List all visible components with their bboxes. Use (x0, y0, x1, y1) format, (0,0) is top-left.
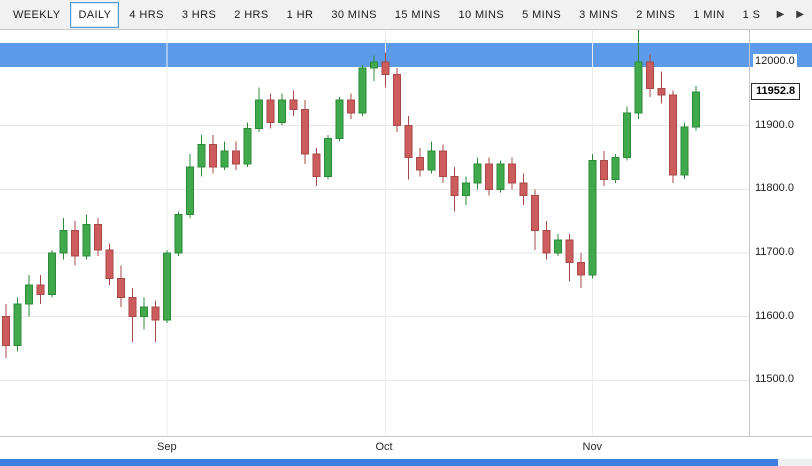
timeframe-button-10-mins[interactable]: 10 MINS (451, 2, 513, 28)
price-axis-label: 11900.0 (753, 117, 796, 133)
price-axis-label: 11700.0 (753, 244, 796, 260)
timeframe-button-15-mins[interactable]: 15 MINS (387, 2, 449, 28)
candlestick-plot[interactable] (0, 30, 749, 436)
timeframe-button-2-hrs[interactable]: 2 HRS (226, 2, 276, 28)
timeframe-button-3-hrs[interactable]: 3 HRS (174, 2, 224, 28)
toolbar-scroll-right-icon[interactable]: ▶ (776, 8, 785, 20)
price-axis-label: 11800.0 (753, 181, 796, 197)
price-axis-label: 11500.0 (753, 372, 796, 388)
time-axis[interactable]: Sep Oct Nov (0, 437, 812, 459)
scrollbar-thumb[interactable] (0, 459, 778, 466)
chart-area[interactable]: 11952.8 12000.0 11900.0 11800.0 11700.0 1160… (0, 30, 812, 437)
timeframe-button-4-hrs[interactable]: 4 HRS (121, 2, 171, 28)
timeframe-toolbar: WEEKLY DAILY 4 HRS 3 HRS 2 HRS 1 HR 30 MINS 15 … (0, 0, 812, 30)
timeframe-button-weekly[interactable]: WEEKLY (5, 2, 68, 28)
time-axis-label-nov: Nov (582, 441, 603, 453)
timeframe-button-2-mins[interactable]: 2 MINS (628, 2, 683, 28)
time-axis-label-oct: Oct (375, 441, 393, 453)
price-axis-label: 12000.0 (753, 53, 797, 69)
time-axis-label-sep: Sep (157, 441, 177, 453)
timeframe-button-1-hr[interactable]: 1 HR (279, 2, 322, 28)
current-price-tag: 11952.8 (751, 82, 801, 100)
price-highlight-band (0, 42, 812, 67)
timeframe-button-30-mins[interactable]: 30 MINS (323, 2, 385, 28)
toolbar-scroll-right-end-icon[interactable]: ▶ (796, 8, 804, 20)
timeframe-button-daily[interactable]: DAILY (70, 1, 120, 28)
toolbar-scroll-arrows: ▶ ▶ (769, 0, 812, 29)
timeframe-button-5-mins[interactable]: 5 MINS (514, 2, 569, 28)
timeframe-button-1-min[interactable]: 1 MIN (685, 2, 732, 28)
price-axis-label: 11600.0 (753, 308, 796, 324)
timeframe-button-1-s[interactable]: 1 S (735, 2, 769, 28)
timeframe-button-group: WEEKLY DAILY 4 HRS 3 HRS 2 HRS 1 HR 30 MINS 15 … (0, 0, 769, 29)
price-axis[interactable]: 11952.8 12000.0 11900.0 11800.0 11700.0 1160… (749, 30, 812, 436)
horizontal-scrollbar[interactable] (0, 459, 812, 466)
timeframe-button-3-mins[interactable]: 3 MINS (571, 2, 626, 28)
